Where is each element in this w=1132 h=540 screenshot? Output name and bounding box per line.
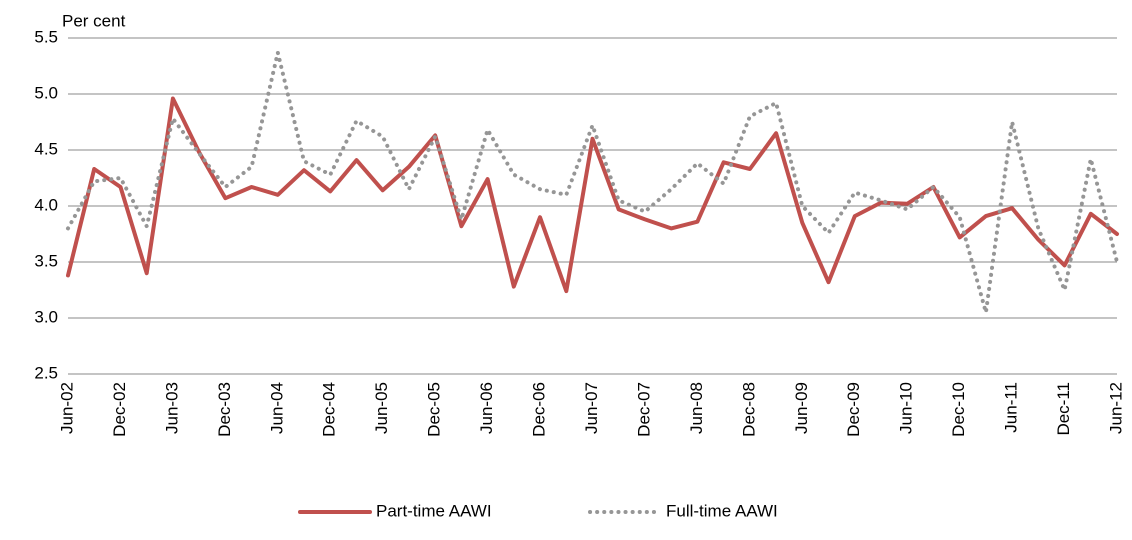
x-tick-label: Jun-05: [372, 382, 391, 434]
y-tick-label: 3.0: [34, 307, 58, 326]
x-tick-label: Jun-08: [687, 382, 706, 434]
x-tick-label: Dec-08: [739, 382, 758, 437]
x-tick-label: Dec-09: [844, 382, 863, 437]
series-line: [66, 96, 1119, 294]
x-tick-label: Jun-06: [477, 382, 496, 434]
x-tick-label: Jun-07: [582, 382, 601, 434]
x-tick-label: Dec-07: [634, 382, 653, 437]
x-tick-label: Jun-11: [1002, 382, 1021, 433]
y-tick-label: 2.5: [34, 363, 58, 382]
x-tick-label: Jun-03: [162, 382, 181, 434]
y-tick-label: 4.0: [34, 195, 58, 214]
x-tick-label: Dec-02: [110, 382, 129, 437]
x-tick-label: Jun-09: [792, 382, 811, 434]
y-tick-label: 5.0: [34, 83, 58, 102]
x-tick-label: Jun-10: [897, 382, 916, 434]
x-tick-label: Dec-10: [949, 382, 968, 437]
x-tick-label: Jun-12: [1106, 382, 1125, 434]
y-tick-label: 4.5: [34, 139, 58, 158]
x-tick-label: Jun-02: [57, 382, 76, 434]
x-tick-label: Dec-11: [1054, 382, 1073, 436]
x-tick-label: Dec-06: [530, 382, 549, 437]
y-axis-label: Per cent: [62, 11, 126, 30]
legend-label: Part-time AAWI: [376, 501, 492, 520]
x-tick-label: Dec-03: [215, 382, 234, 437]
y-tick-label: 5.5: [34, 27, 58, 46]
legend-label: Full-time AAWI: [666, 501, 778, 520]
x-tick-label: Jun-04: [267, 382, 286, 434]
x-tick-label: Dec-04: [320, 382, 339, 437]
y-tick-label: 3.5: [34, 251, 58, 270]
x-tick-label: Dec-05: [425, 382, 444, 437]
series-line: [66, 50, 1119, 315]
